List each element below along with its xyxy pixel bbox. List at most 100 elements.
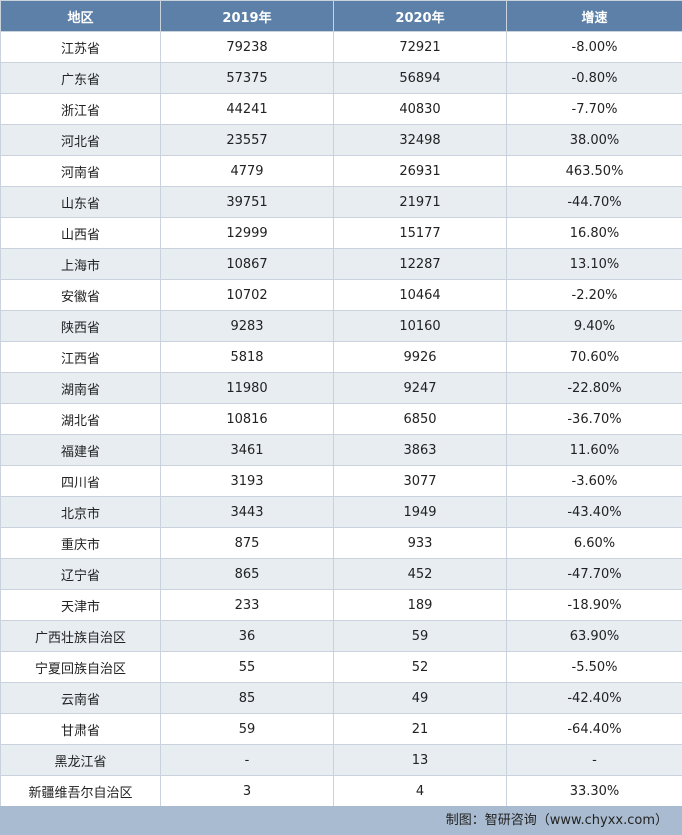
- table-row: 新疆维吾尔自治区 3 4 33.30%: [0, 775, 682, 807]
- region-cell: 重庆市: [0, 527, 161, 559]
- value-cell: 72921: [333, 31, 507, 63]
- value-cell: 10702: [160, 279, 334, 311]
- region-cell: 广西壮族自治区: [0, 620, 161, 652]
- region-cell: 黑龙江省: [0, 744, 161, 776]
- header-cell: 2019年: [160, 0, 334, 32]
- value-cell: 26931: [333, 155, 507, 187]
- value-cell: 3: [160, 775, 334, 807]
- table-row: 宁夏回族自治区 55 52 -5.50%: [0, 651, 682, 683]
- value-cell: 4779: [160, 155, 334, 187]
- region-cell: 辽宁省: [0, 558, 161, 590]
- value-cell: -36.70%: [506, 403, 682, 435]
- value-cell: 56894: [333, 62, 507, 94]
- region-cell: 新疆维吾尔自治区: [0, 775, 161, 807]
- value-cell: 3461: [160, 434, 334, 466]
- region-cell: 四川省: [0, 465, 161, 497]
- table-row: 河北省 23557 32498 38.00%: [0, 124, 682, 156]
- value-cell: 38.00%: [506, 124, 682, 156]
- value-cell: 49: [333, 682, 507, 714]
- value-cell: 52: [333, 651, 507, 683]
- value-cell: 9926: [333, 341, 507, 373]
- value-cell: 10816: [160, 403, 334, 435]
- value-cell: 233: [160, 589, 334, 621]
- region-cell: 福建省: [0, 434, 161, 466]
- region-cell: 甘肃省: [0, 713, 161, 745]
- header-cell: 增速: [506, 0, 682, 32]
- value-cell: 59: [160, 713, 334, 745]
- region-cell: 山西省: [0, 217, 161, 249]
- region-cell: 山东省: [0, 186, 161, 218]
- value-cell: -7.70%: [506, 93, 682, 125]
- table-row: 广西壮族自治区 36 59 63.90%: [0, 620, 682, 652]
- table-row: 黑龙江省 -13-: [0, 744, 682, 776]
- value-cell: 55: [160, 651, 334, 683]
- value-cell: -: [160, 744, 334, 776]
- value-cell: 57375: [160, 62, 334, 94]
- region-cell: 湖北省: [0, 403, 161, 435]
- value-cell: 9283: [160, 310, 334, 342]
- value-cell: 21: [333, 713, 507, 745]
- value-cell: 16.80%: [506, 217, 682, 249]
- value-cell: 189: [333, 589, 507, 621]
- header-cell: 2020年: [333, 0, 507, 32]
- table-row: 云南省 85 49 -42.40%: [0, 682, 682, 714]
- value-cell: 11.60%: [506, 434, 682, 466]
- region-cell: 广东省: [0, 62, 161, 94]
- region-cell: 云南省: [0, 682, 161, 714]
- value-cell: 3863: [333, 434, 507, 466]
- value-cell: -5.50%: [506, 651, 682, 683]
- value-cell: 36: [160, 620, 334, 652]
- value-cell: -64.40%: [506, 713, 682, 745]
- region-cell: 江西省: [0, 341, 161, 373]
- region-cell: 天津市: [0, 589, 161, 621]
- value-cell: 44241: [160, 93, 334, 125]
- value-cell: 3193: [160, 465, 334, 497]
- value-cell: 4: [333, 775, 507, 807]
- table-row: 福建省 3461 3863 11.60%: [0, 434, 682, 466]
- region-cell: 江苏省: [0, 31, 161, 63]
- table-row: 山西省 12999 15177 16.80%: [0, 217, 682, 249]
- value-cell: 33.30%: [506, 775, 682, 807]
- value-cell: 39751: [160, 186, 334, 218]
- value-cell: -47.70%: [506, 558, 682, 590]
- value-cell: 10464: [333, 279, 507, 311]
- table-row: 四川省 3193 3077 -3.60%: [0, 465, 682, 497]
- value-cell: 463.50%: [506, 155, 682, 187]
- table-row: 北京市 3443 1949 -43.40%: [0, 496, 682, 528]
- region-cell: 浙江省: [0, 93, 161, 125]
- value-cell: 452: [333, 558, 507, 590]
- value-cell: 13: [333, 744, 507, 776]
- region-cell: 北京市: [0, 496, 161, 528]
- value-cell: 21971: [333, 186, 507, 218]
- value-cell: 10160: [333, 310, 507, 342]
- value-cell: -0.80%: [506, 62, 682, 94]
- table-row: 广东省 57375 56894 -0.80%: [0, 62, 682, 94]
- data-table: 地区 2019年 2020年 增速 江苏省 79238 72921 -8.00% 广东省 573…: [0, 0, 682, 807]
- table-row: 上海市 10867 12287 13.10%: [0, 248, 682, 280]
- table-row: 辽宁省 865 452 -47.70%: [0, 558, 682, 590]
- value-cell: 70.60%: [506, 341, 682, 373]
- value-cell: -18.90%: [506, 589, 682, 621]
- value-cell: 11980: [160, 372, 334, 404]
- value-cell: 63.90%: [506, 620, 682, 652]
- value-cell: 933: [333, 527, 507, 559]
- value-cell: 9247: [333, 372, 507, 404]
- table-row: 安徽省 10702 10464 -2.20%: [0, 279, 682, 311]
- value-cell: 32498: [333, 124, 507, 156]
- value-cell: 6.60%: [506, 527, 682, 559]
- table-row: 湖北省 10816 6850 -36.70%: [0, 403, 682, 435]
- header-cell: 地区: [0, 0, 161, 32]
- value-cell: -42.40%: [506, 682, 682, 714]
- table-row: 湖南省 11980 9247 -22.80%: [0, 372, 682, 404]
- value-cell: 23557: [160, 124, 334, 156]
- value-cell: 59: [333, 620, 507, 652]
- value-cell: 1949: [333, 496, 507, 528]
- value-cell: 865: [160, 558, 334, 590]
- value-cell: 12999: [160, 217, 334, 249]
- value-cell: 10867: [160, 248, 334, 280]
- table-body: 江苏省 79238 72921 -8.00% 广东省 57375 56894 -0.80% 浙江…: [0, 31, 682, 807]
- region-cell: 陕西省: [0, 310, 161, 342]
- value-cell: 3443: [160, 496, 334, 528]
- value-cell: 15177: [333, 217, 507, 249]
- table-row: 浙江省 44241 40830 -7.70%: [0, 93, 682, 125]
